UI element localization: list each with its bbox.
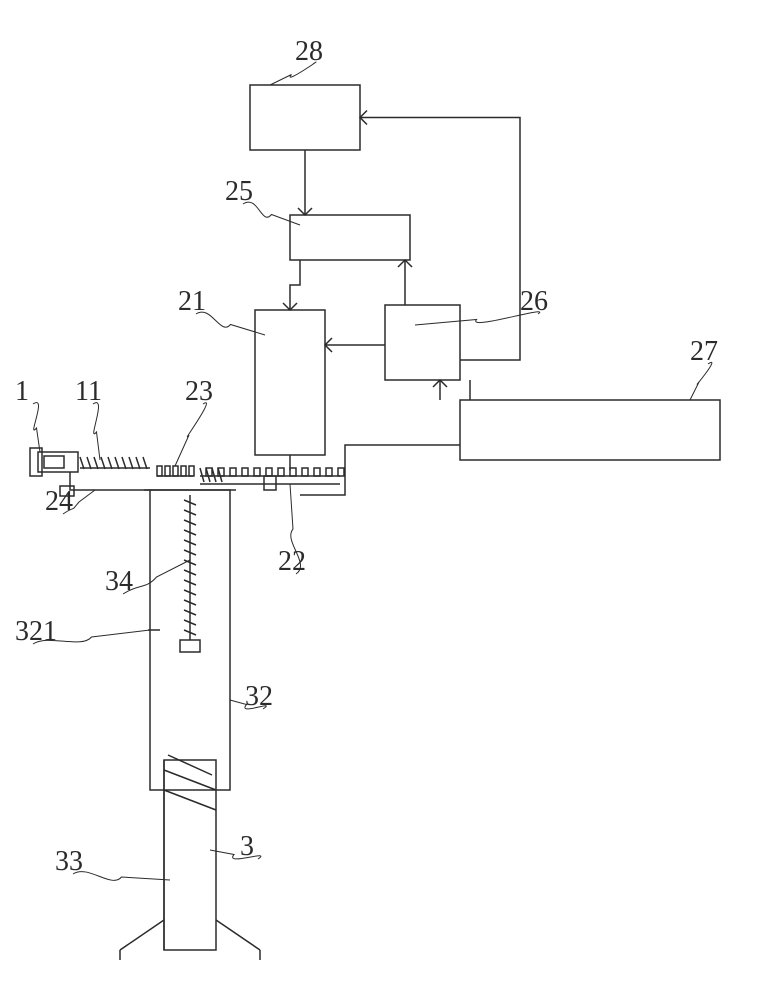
- callout-label: 33: [55, 846, 83, 877]
- callout-label: 22: [278, 546, 306, 577]
- callout-label: 23: [185, 376, 213, 407]
- callout-label: 28: [295, 36, 323, 67]
- callout-label: 27: [690, 336, 718, 367]
- callout-label: 1: [15, 376, 29, 407]
- callout-label: 34: [105, 566, 133, 597]
- callout-label: 24: [45, 486, 73, 517]
- callout-label: 11: [75, 376, 102, 407]
